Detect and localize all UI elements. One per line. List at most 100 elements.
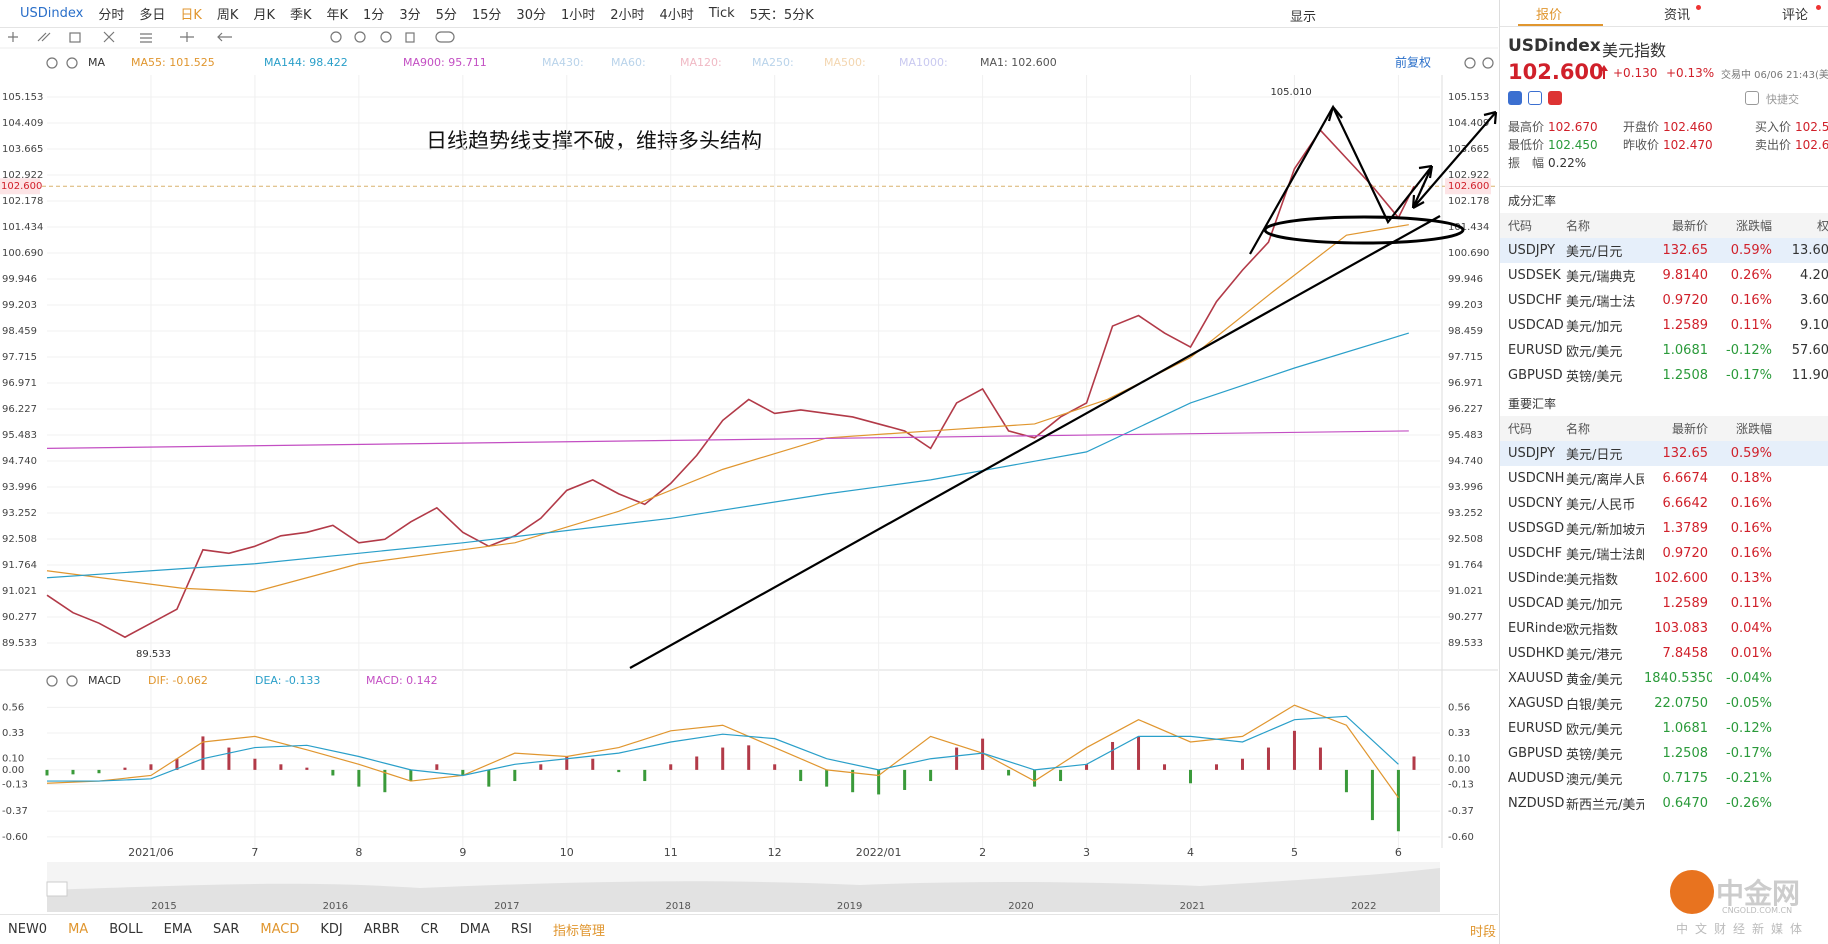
settings-icon[interactable]: [46, 675, 58, 687]
legend-item: MA250:: [752, 56, 794, 69]
cell: 美元/日元: [1566, 448, 1623, 463]
section-title: 重要汇率: [1508, 397, 1557, 411]
table-row[interactable]: XAGUSD 白银/美元 22.0750 -0.05%: [1500, 691, 1828, 716]
stat-label: 卖出价: [1755, 138, 1792, 152]
tool-icon[interactable]: [354, 31, 366, 43]
indicator-tab[interactable]: NEW0: [8, 922, 48, 937]
indicator-tab[interactable]: MA: [68, 922, 89, 937]
indicator-tab[interactable]: EMA: [163, 922, 192, 937]
tool-icon[interactable]: [405, 32, 415, 43]
cell: EURUSD: [1508, 721, 1563, 736]
period-tab[interactable]: 季K: [289, 8, 312, 23]
icon-button[interactable]: [1508, 91, 1522, 105]
icon-button[interactable]: [1548, 91, 1562, 105]
tool-icon[interactable]: [435, 31, 455, 43]
close-icon[interactable]: [66, 57, 78, 69]
period-tab[interactable]: 1分: [363, 8, 385, 23]
table-row[interactable]: USDCHF 美元/瑞士法 0.9720 0.16% 3.60: [1500, 288, 1828, 313]
settings-icon[interactable]: [46, 57, 58, 69]
tool-icon[interactable]: [217, 32, 232, 42]
indicator-tab[interactable]: MACD: [260, 922, 300, 937]
overview-year: 2016: [323, 901, 348, 912]
period-tab[interactable]: 5分: [435, 8, 457, 23]
table-row[interactable]: XAUUSD 黄金/美元 1840.5350 -0.04%: [1500, 666, 1828, 691]
tool-icon[interactable]: [140, 33, 152, 43]
period-tab[interactable]: 1小时: [560, 8, 596, 23]
overview-handle[interactable]: [46, 881, 68, 897]
indicator-tab[interactable]: ARBR: [363, 922, 400, 937]
table-row[interactable]: GBPUSD 英镑/美元 1.2508 -0.17% 11.90: [1500, 363, 1828, 388]
period-tab[interactable]: 4小时: [659, 8, 694, 23]
tool-icon[interactable]: [8, 32, 18, 42]
tool-icon[interactable]: [69, 32, 81, 43]
x-tick-label: 4: [1187, 846, 1194, 859]
quick-trade[interactable]: 快捷交: [1766, 93, 1799, 106]
minimize-icon[interactable]: [1464, 57, 1476, 69]
adjust-mode[interactable]: 前复权: [1395, 55, 1431, 70]
macd-bar: [799, 769, 803, 782]
display-menu[interactable]: 显示: [1290, 10, 1317, 25]
tool-icon[interactable]: [380, 31, 392, 43]
indicator-tab[interactable]: DMA: [459, 922, 490, 937]
table-row[interactable]: NZDUSD 新西兰元/美元 0.6470 -0.26%: [1500, 791, 1828, 816]
period-tab[interactable]: 日K: [180, 8, 202, 23]
tab[interactable]: 报价: [1536, 8, 1563, 23]
table-row[interactable]: EURUSD 欧元/美元 1.0681 -0.12%: [1500, 716, 1828, 741]
header-cell: 代码: [1508, 219, 1533, 233]
period-tab[interactable]: 2小时: [610, 8, 645, 23]
period-tab[interactable]: 周K: [216, 8, 239, 23]
macd-bar: [71, 769, 75, 775]
cell: 欧元/美元: [1566, 345, 1623, 360]
table-row[interactable]: USDSEK 美元/瑞典克 9.8140 0.26% 4.20: [1500, 263, 1828, 288]
add-icon[interactable]: [1482, 57, 1494, 69]
icon-button[interactable]: [1528, 91, 1542, 105]
indicator-tab[interactable]: BOLL: [109, 922, 143, 937]
period-tab[interactable]: Tick: [708, 6, 735, 21]
period-tab[interactable]: 多日: [139, 8, 166, 23]
quote-panel: 报价 资讯 评论 USDindex 美元指数 102.600 +0.130 +0…: [1499, 0, 1828, 944]
tool-icon[interactable]: [103, 31, 115, 43]
table-row[interactable]: USDHKD 美元/港元 7.8458 0.01%: [1500, 641, 1828, 666]
period-tab[interactable]: 3分: [399, 8, 421, 23]
indicator-tab[interactable]: KDJ: [320, 922, 343, 937]
tab[interactable]: 资讯: [1664, 8, 1691, 23]
period-tab[interactable]: 5天：5分K: [749, 8, 814, 23]
period-tab[interactable]: 30分: [516, 8, 546, 23]
indicator-manage[interactable]: 指标管理: [552, 924, 605, 939]
symbol-link[interactable]: USDindex: [20, 6, 84, 21]
table-row[interactable]: EURUSD 欧元/美元 1.0681 -0.12% 57.60: [1500, 338, 1828, 363]
table-row[interactable]: AUDUSD 澳元/美元 0.7175 -0.21%: [1500, 766, 1828, 791]
period-tab[interactable]: 月K: [253, 8, 275, 23]
table-row[interactable]: USDCNY 美元/人民币 6.6642 0.16%: [1500, 491, 1828, 516]
table-row[interactable]: USDindex 美元指数 102.600 0.13%: [1500, 566, 1828, 591]
cell: USDCNH: [1508, 471, 1565, 486]
table-row[interactable]: USDCAD 美元/加元 1.2589 0.11%: [1500, 591, 1828, 616]
period-tab[interactable]: 分时: [98, 8, 125, 23]
cell: USDindex: [1508, 571, 1566, 586]
period-tab[interactable]: 年K: [326, 8, 349, 23]
close-icon[interactable]: [66, 675, 78, 687]
table-row[interactable]: USDSGD 美元/新加坡元 1.3789 0.16%: [1500, 516, 1828, 541]
cell: 美元/人民币: [1566, 498, 1636, 513]
tool-icon[interactable]: [37, 32, 51, 42]
indicator-tab[interactable]: SAR: [212, 922, 240, 937]
period-tab[interactable]: 15分: [471, 8, 502, 23]
table-row[interactable]: USDJPY 美元/日元 132.65 0.59% 13.60: [1500, 238, 1828, 263]
table-row[interactable]: EURindex 欧元指数 103.083 0.04%: [1500, 616, 1828, 641]
table-row[interactable]: USDCAD 美元/加元 1.2589 0.11% 9.10: [1500, 313, 1828, 338]
session-button[interactable]: 时段: [1470, 925, 1497, 940]
table-row[interactable]: USDJPY 美元/日元 132.65 0.59%: [1500, 441, 1828, 466]
cell: XAUUSD: [1508, 671, 1564, 686]
tab[interactable]: 评论: [1782, 8, 1809, 23]
table-row[interactable]: GBPUSD 英镑/美元 1.2508 -0.17%: [1500, 741, 1828, 766]
y-tick-label: 0.33: [1448, 728, 1470, 739]
alert-button[interactable]: [1745, 91, 1759, 105]
cell: 102.600: [1654, 571, 1708, 586]
indicator-tab[interactable]: CR: [420, 922, 439, 937]
tool-icon[interactable]: [330, 31, 342, 43]
table-row[interactable]: USDCHF 美元/瑞士法郎 0.9720 0.16%: [1500, 541, 1828, 566]
toolbar: USDindex 分时 多日 日K 周K 月K 季K 年K 1分 3分 5分 15分 30分 1小时 2小时…: [0, 0, 1498, 28]
tool-icon[interactable]: [180, 32, 194, 42]
indicator-tab[interactable]: RSI: [510, 922, 532, 937]
